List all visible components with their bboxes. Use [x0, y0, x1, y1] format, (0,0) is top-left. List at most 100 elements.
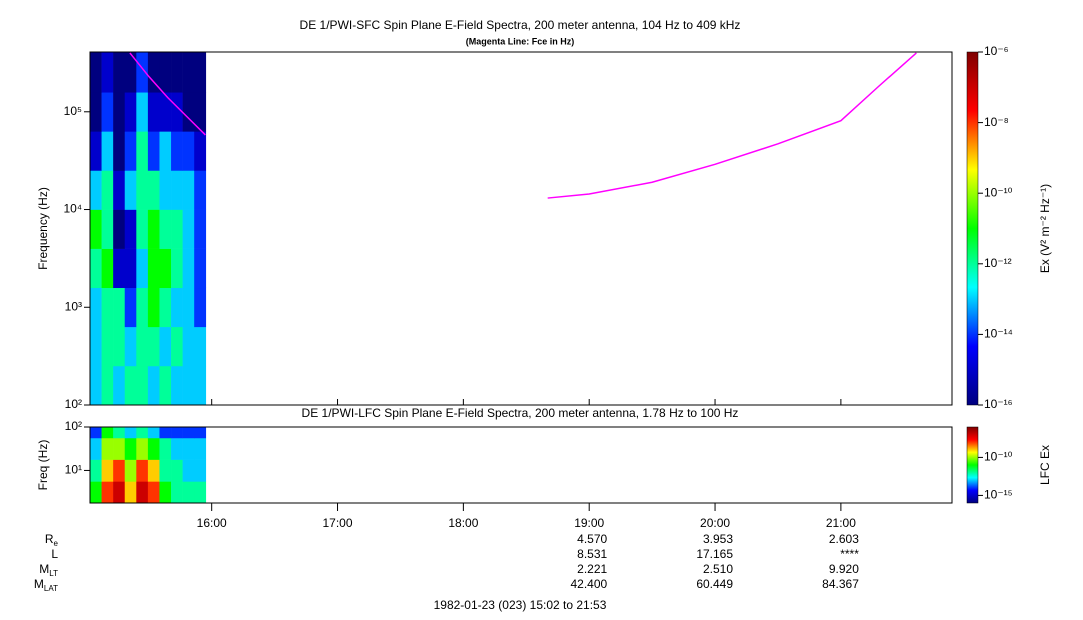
row-label: Re [45, 532, 59, 548]
y-tick-label: 10⁵ [64, 104, 82, 118]
colorbar-tick-label: 10⁻¹⁴ [984, 327, 1013, 341]
heatmap-cell [124, 248, 137, 289]
heatmap-cell [113, 437, 126, 460]
heatmap-cell [124, 131, 137, 171]
heatmap-cell [90, 365, 102, 406]
heatmap-cell [90, 52, 102, 93]
heatmap-cell [113, 92, 126, 132]
heatmap-cell [159, 326, 172, 367]
heatmap-cell [101, 131, 114, 171]
fce-line [129, 52, 917, 199]
heatmap-cell [101, 459, 114, 482]
heatmap-cell [90, 248, 102, 289]
colorbar-tick-label: 10⁻¹⁰ [984, 185, 1013, 199]
ephemeris-value: 2.510 [703, 562, 733, 576]
heatmap-cell [171, 248, 183, 289]
ephemeris-value: 2.603 [829, 532, 859, 546]
heatmap-cell [124, 92, 137, 132]
heatmap-cell [113, 326, 126, 367]
chart-title: DE 1/PWI-SFC Spin Plane E-Field Spectra,… [300, 18, 741, 32]
heatmap-cell [113, 209, 126, 249]
heatmap-cell [182, 365, 195, 406]
heatmap-cell [136, 437, 149, 460]
heatmap-cell [159, 459, 172, 482]
row-label-main: M [34, 577, 44, 591]
colorbar-tick-label: 10⁻¹⁵ [984, 488, 1013, 502]
heatmap-cell [124, 459, 137, 482]
heatmap-cell [113, 170, 126, 210]
heatmap-cell [101, 287, 114, 328]
ephemeris-value: 4.570 [577, 532, 607, 546]
heatmap-cell [194, 287, 207, 328]
heatmap-cell [194, 131, 207, 171]
heatmap-cell [182, 52, 195, 93]
heatmap-cell [113, 365, 126, 406]
heatmap-cell [159, 209, 172, 249]
heatmap-cell [171, 437, 183, 460]
heatmap-cell [136, 52, 149, 93]
heatmap-cell [136, 481, 149, 504]
heatmap-cell [182, 427, 195, 439]
heatmap-cell [136, 170, 149, 210]
y-tick-label: 10⁴ [63, 202, 82, 216]
ephemeris-value: 17.165 [696, 547, 733, 561]
heatmap-cell [147, 287, 160, 328]
plot-frame [89, 51, 953, 406]
heatmap-cell [136, 427, 149, 439]
heatmap-cell [182, 92, 195, 132]
heatmap-cell [159, 481, 172, 504]
y-tick-label: 10² [65, 397, 82, 411]
colorbar-tick-label: 10⁻¹² [984, 256, 1012, 270]
row-label-main: L [51, 547, 58, 561]
heatmap-cell [101, 437, 114, 460]
heatmap-cell [136, 459, 149, 482]
y-tick-label: 10¹ [65, 463, 82, 477]
heatmap-cell [147, 248, 160, 289]
colorbar-label: LFC Ex [1038, 445, 1052, 485]
y-axis-label: Freq (Hz) [36, 440, 50, 491]
chart-title: DE 1/PWI-LFC Spin Plane E-Field Spectra,… [302, 406, 739, 420]
row-label-sub: LAT [44, 584, 58, 593]
heatmap-cell [124, 209, 137, 249]
heatmap-cell [194, 365, 207, 406]
heatmap-cell [124, 52, 137, 93]
heatmap-cell [136, 365, 149, 406]
heatmap-cell [90, 287, 102, 328]
heatmap-cell [182, 287, 195, 328]
colorbar-tick-label: 10⁻⁸ [984, 115, 1009, 129]
heatmap-cell [136, 92, 149, 132]
heatmap-cell [159, 52, 172, 93]
colorbar [966, 426, 979, 504]
row-label-main: M [39, 562, 49, 576]
heatmap-cell [90, 209, 102, 249]
heatmap-cell [171, 481, 183, 504]
heatmap-cell [182, 459, 195, 482]
heatmap-cell [159, 92, 172, 132]
heatmap-cell [147, 131, 160, 171]
row-label: MLT [39, 562, 58, 578]
heatmap-cell [147, 170, 160, 210]
row-label-sub: e [54, 539, 59, 548]
ephemeris-value: 42.400 [571, 577, 608, 591]
heatmap-cell [101, 248, 114, 289]
heatmap-cell [113, 459, 126, 482]
heatmap-cell [136, 287, 149, 328]
x-tick-label: 21:00 [826, 516, 856, 530]
heatmap-cell [194, 481, 207, 504]
heatmap-cell [182, 170, 195, 210]
x-tick-label: 20:00 [700, 516, 730, 530]
heatmap-cell [90, 481, 102, 504]
heatmap-cell [90, 131, 102, 171]
heatmap-cell [147, 52, 160, 93]
heatmap-cell [147, 365, 160, 406]
heatmap-cell [101, 170, 114, 210]
heatmap-cell [136, 131, 149, 171]
heatmap-cell [194, 92, 207, 132]
heatmap-cell [90, 459, 102, 482]
ephemeris-value: 9.920 [829, 562, 859, 576]
heatmap-cell [147, 326, 160, 367]
heatmap-cell [171, 365, 183, 406]
colorbar-tick-label: 10⁻¹⁶ [984, 397, 1013, 411]
heatmap-cell [159, 427, 172, 439]
ephemeris-value: 2.221 [577, 562, 607, 576]
